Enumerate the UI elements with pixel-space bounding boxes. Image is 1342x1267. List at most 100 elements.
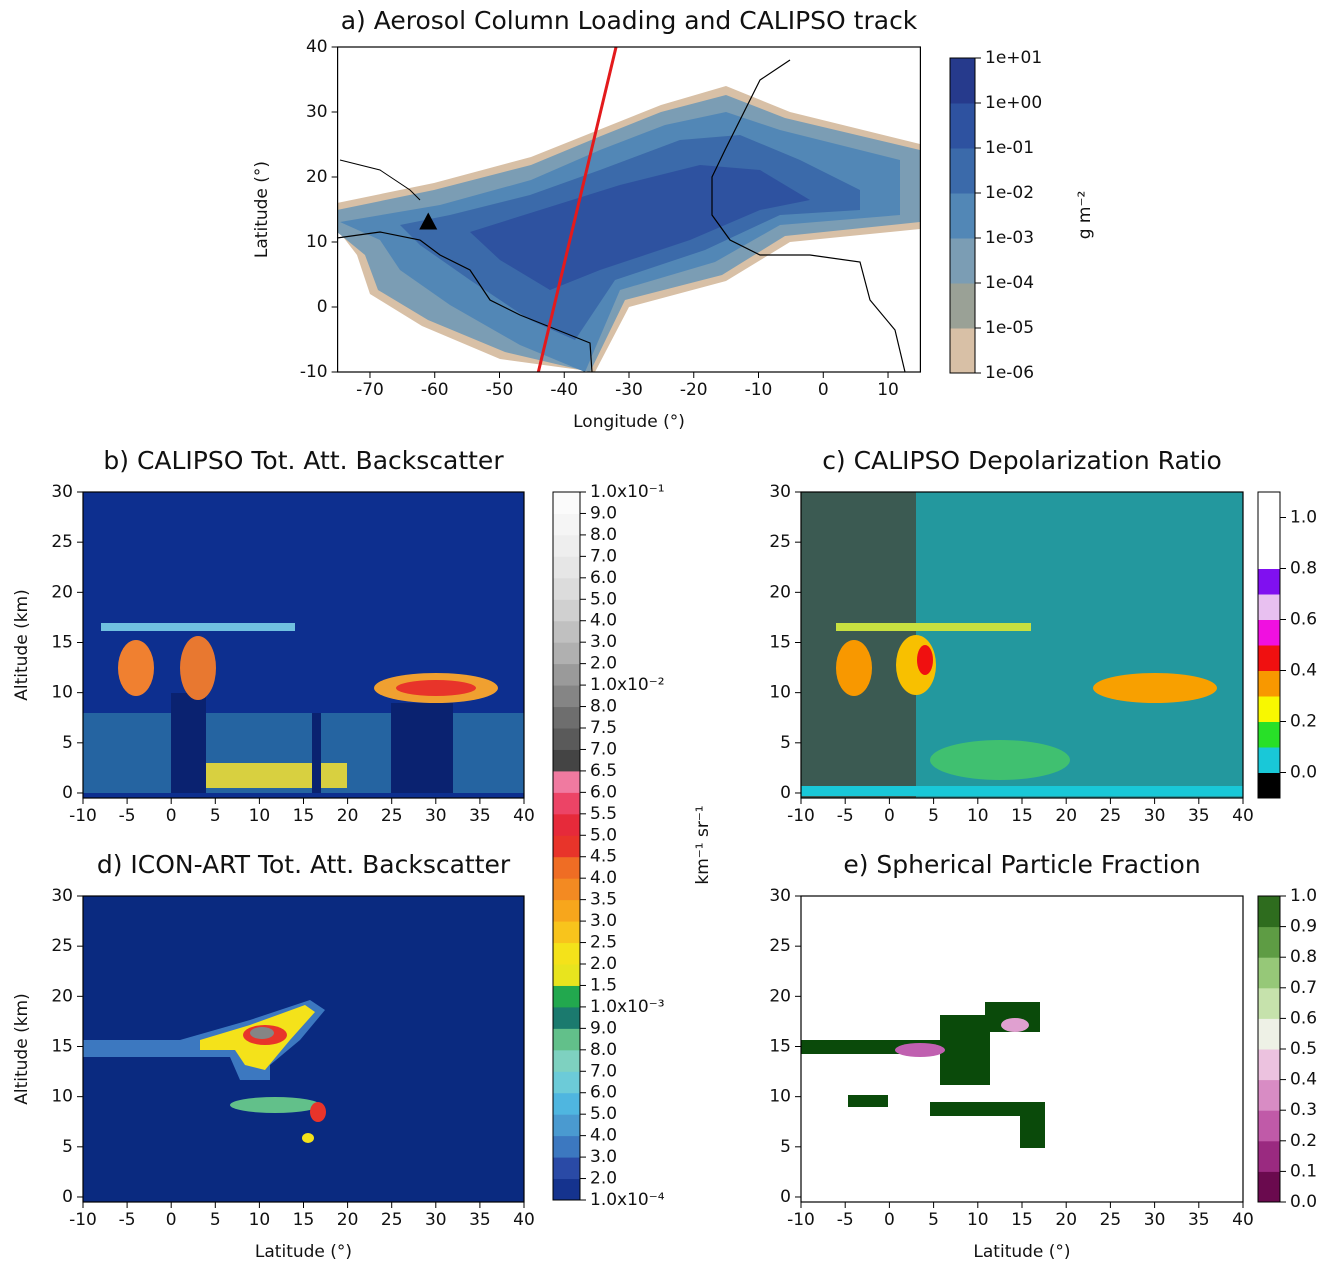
y-tick-label: 20 xyxy=(51,986,73,1006)
x-tick-label: 40 xyxy=(1232,806,1254,826)
colorbar-tick-label: 1.0x10⁻² xyxy=(590,675,665,695)
panel-title: b) CALIPSO Tot. Att. Backscatter xyxy=(103,446,504,475)
y-tick-label: 15 xyxy=(769,632,791,652)
model-field xyxy=(83,896,524,1202)
colorbar-segment xyxy=(1258,1110,1280,1142)
y-tick-label: 25 xyxy=(51,532,73,552)
colorbar-segment xyxy=(553,878,580,901)
model-core xyxy=(250,1027,274,1039)
colorbar-segment xyxy=(553,942,580,965)
colorbar-tick-label: 3.0 xyxy=(590,1147,617,1167)
colorbar-segment xyxy=(1258,1018,1280,1050)
map-field xyxy=(336,59,920,373)
colorbar-segment xyxy=(553,1114,580,1137)
coastline xyxy=(711,59,906,373)
y-tick-label: 10 xyxy=(51,1087,73,1107)
colorbar-segment xyxy=(950,193,975,239)
colorbar-segment xyxy=(1258,987,1280,1019)
x-tick-label: 10 xyxy=(249,806,271,826)
colorbar-segment xyxy=(553,835,580,858)
y-tick-label: 15 xyxy=(769,1036,791,1056)
colorbar-segment xyxy=(1258,896,1280,928)
y-tick-label: 5 xyxy=(780,1137,791,1157)
y-axis-label: Altitude (km) xyxy=(12,993,32,1105)
colorbar-tick-label: 0.6 xyxy=(1290,610,1317,630)
colorbar-tick-label: 4.0 xyxy=(590,1126,617,1146)
colorbar-tick-label: 7.0 xyxy=(590,1061,617,1081)
cloud xyxy=(180,636,216,700)
colorbar-tick-label: 4.0 xyxy=(590,868,617,888)
x-tick-label: 30 xyxy=(425,1210,447,1230)
patch xyxy=(1020,1110,1045,1148)
y-tick-label: -10 xyxy=(300,362,328,382)
x-tick-label: 0 xyxy=(884,806,895,826)
colorbar-tick-label: 1e+01 xyxy=(985,48,1042,68)
x-tick-label: 35 xyxy=(1188,806,1210,826)
colorbar-tick-label: 0.6 xyxy=(1290,1008,1317,1028)
cloud xyxy=(118,640,154,696)
colorbar-tick-label: 3.5 xyxy=(590,890,617,910)
colorbar-tick-label: 0.1 xyxy=(1290,1161,1317,1181)
colorbar-tick-label: 1e+00 xyxy=(985,93,1042,113)
x-tick-label: 30 xyxy=(1144,1210,1166,1230)
column xyxy=(312,713,321,793)
colorbar-segment xyxy=(1258,696,1280,722)
y-tick-label: 10 xyxy=(51,683,73,703)
colorbar-tick-label: 5.0 xyxy=(590,1104,617,1124)
colorbar-tick-label: 5.0 xyxy=(590,589,617,609)
colorbar-tick-label: 6.0 xyxy=(590,782,617,802)
colorbar-segment xyxy=(1258,1140,1280,1172)
x-axis-label: Longitude (°) xyxy=(573,412,685,432)
x-tick-label: 30 xyxy=(1144,806,1166,826)
colorbar-tick-label: 1e-01 xyxy=(985,138,1034,158)
plume xyxy=(470,165,810,290)
colorbar-segment xyxy=(553,1006,580,1029)
colorbar-tick-label: 1e-02 xyxy=(985,183,1034,203)
colorbar-tick-label: 0.3 xyxy=(1290,1100,1317,1120)
colorbar-tick-label: 9.0 xyxy=(590,503,617,523)
colorbar-tick-label: 1e-04 xyxy=(985,273,1034,293)
x-tick-label: -10 xyxy=(787,1210,815,1230)
colorbar-tick-label: 2.0 xyxy=(590,954,617,974)
colorbar-tick-label: 0.5 xyxy=(1290,1039,1317,1059)
colorbar-label: g m⁻² xyxy=(1075,191,1095,240)
colorbar-tick-label: 7.0 xyxy=(590,739,617,759)
y-tick-label: 5 xyxy=(780,733,791,753)
colorbar-tick-label: 4.0 xyxy=(590,611,617,631)
y-tick-label: 5 xyxy=(62,1137,73,1157)
colorbar-tick-label: 2.0 xyxy=(590,1169,617,1189)
y-tick-label: 30 xyxy=(306,102,328,122)
column xyxy=(391,703,453,793)
colorbar-segment xyxy=(553,856,580,879)
x-tick-label: 15 xyxy=(293,1210,315,1230)
x-tick-label: -10 xyxy=(69,806,97,826)
colorbar-segment xyxy=(1258,1079,1280,1111)
colorbar-segment xyxy=(553,706,580,729)
x-tick-label: 40 xyxy=(513,1210,535,1230)
colorbar-tick-label: 0.0 xyxy=(1290,763,1317,783)
x-tick-label: 5 xyxy=(210,806,221,826)
layer xyxy=(930,740,1070,780)
site-marker xyxy=(419,212,438,230)
fraction-field xyxy=(801,896,1243,1202)
colorbar-segment xyxy=(1258,543,1280,569)
colorbar-segment xyxy=(553,792,580,815)
layer xyxy=(801,786,1243,796)
x-tick-label: 10 xyxy=(967,1210,989,1230)
y-axis-label: Latitude (°) xyxy=(252,161,272,258)
cloud xyxy=(1093,673,1217,703)
colorbar-segment xyxy=(553,663,580,686)
colorbar-tick-label: 3.0 xyxy=(590,911,617,931)
x-tick-label: 25 xyxy=(1100,1210,1122,1230)
colorbar-segment xyxy=(950,238,975,284)
cloud xyxy=(836,640,872,696)
colorbar-segment xyxy=(950,148,975,194)
y-tick-label: 30 xyxy=(769,886,791,906)
y-tick-label: 20 xyxy=(769,582,791,602)
colorbar-segment xyxy=(1258,957,1280,989)
colorbar-segment xyxy=(1258,772,1280,799)
patch xyxy=(940,1015,990,1085)
x-tick-label: -60 xyxy=(421,380,449,400)
colorbar-frame xyxy=(1257,491,1281,799)
colorbar-tick-label: 1.5 xyxy=(590,975,617,995)
